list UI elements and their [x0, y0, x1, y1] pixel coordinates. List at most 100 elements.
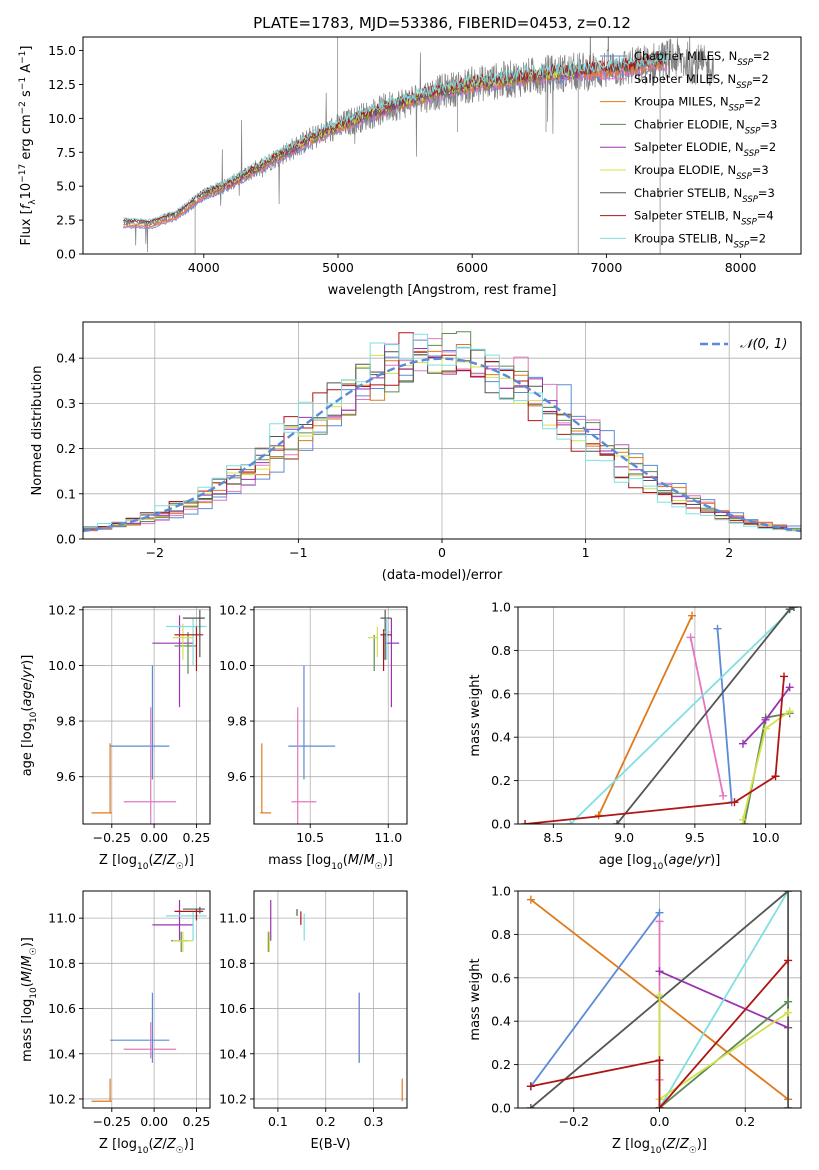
errorbar-point [380, 609, 392, 660]
x-tick-label: 11.0 [374, 830, 402, 845]
errorbar-point [172, 931, 194, 953]
x-axis-label: E(B-V) [310, 1137, 350, 1152]
x-axis-label: age [log10(age/yr)] [599, 853, 721, 872]
grid [518, 606, 801, 825]
weight-marker [785, 707, 794, 716]
y-tick-label: 0.2 [491, 773, 511, 788]
weight-marker [738, 739, 747, 748]
axes-frame [253, 606, 408, 825]
errorbar-point [367, 626, 378, 658]
errorbar-point [380, 629, 392, 671]
weight-marker [526, 1104, 535, 1108]
y-tick-label: 10.8 [48, 956, 76, 971]
plot-area [122, 37, 714, 254]
y-tick-label: 10.2 [219, 602, 247, 617]
errorbar-point [385, 618, 400, 708]
y-tick-label: 7.5 [56, 145, 76, 160]
weight-marker [566, 820, 575, 824]
weight-marker [521, 820, 530, 824]
plot-area [91, 900, 207, 1102]
y-tick-label: 0.4 [491, 730, 511, 745]
axes-frame [517, 890, 802, 1109]
observed-spectrum-line [123, 37, 714, 254]
axes-frame [517, 606, 802, 825]
y-axis-label: mass [log10(M/M☉)] [20, 937, 39, 1062]
weight-marker [526, 1082, 535, 1091]
x-axis-label: Z [log10(Z/Z☉)] [99, 1137, 194, 1156]
weight-series-line [526, 891, 793, 1108]
y-tick-label: 0.4 [56, 351, 76, 366]
y-tick-label: 0.8 [491, 927, 511, 942]
weight-series-line [686, 633, 728, 800]
weight-series-line [738, 707, 794, 824]
weight-series-line [613, 607, 798, 824]
legend-label: Kroupa MILES, NSSP=2 [634, 95, 761, 114]
legend-label: Chabrier STELIB, NSSP=3 [634, 186, 775, 205]
y-tick-label: 0.8 [491, 643, 511, 658]
x-axis-label: (data-model)/error [382, 568, 503, 583]
model-spectrum-line [203, 66, 580, 198]
y-tick-label: 10.2 [48, 1091, 76, 1106]
errorbar-point [288, 665, 336, 780]
gaussian-curve [83, 357, 801, 533]
weight-marker [789, 607, 798, 611]
weight-series-line [655, 993, 793, 1108]
weight-marker [761, 724, 770, 733]
y-tick-label: 0.0 [56, 247, 76, 262]
histogram-step-line [83, 333, 801, 532]
x-tick-label: 1 [582, 545, 590, 560]
weight-marker [655, 967, 664, 976]
plot-area [260, 609, 400, 824]
y-tick-label: 10.2 [48, 602, 76, 617]
y-tick-label: 0.6 [491, 970, 511, 985]
y-tick-label: 0.3 [56, 396, 76, 411]
errorbar-point [110, 992, 170, 1063]
weight-marker [730, 798, 739, 807]
y-tick-label: 10.8 [219, 956, 247, 971]
weight-marker [688, 611, 697, 620]
axes-frame [253, 890, 408, 1109]
weight-marker [740, 820, 749, 824]
weight-marker [719, 791, 728, 800]
histogram-step-line [83, 349, 801, 532]
errorbar-point [383, 618, 390, 660]
plot-area [83, 331, 801, 533]
weight-marker [784, 1008, 793, 1017]
x-axis-label: Z [log10(Z/Z☉)] [99, 853, 194, 872]
x-tick-label: −1 [289, 545, 307, 560]
histogram-step-line [83, 343, 801, 531]
errorbar-point [165, 911, 207, 941]
weight-series-line [713, 624, 736, 807]
y-tick-label: 10.6 [219, 1001, 247, 1016]
axes-frame [82, 36, 802, 255]
x-tick-label: 10.5 [296, 830, 324, 845]
x-tick-label: −0.25 [93, 1114, 131, 1129]
weight-marker [738, 815, 747, 824]
y-tick-label: 0.2 [56, 441, 76, 456]
legend-label: Chabrier MILES, NSSP=2 [634, 49, 770, 68]
spectrum-panel: 4000 5000 6000 7000 8000 0.0 2.5 5.0 7.5 10.0 12.5… [18, 14, 802, 298]
y-axis-label: Flux [fλ10−17 erg cm−2 s−1 A−1] [18, 46, 38, 246]
weight-marker [771, 772, 780, 781]
residual-histogram-panel: −2 −1 0 1 2 0.0 0.1 0.2 0.3 0.4 𝒩(0, 1) (data-model… [30, 321, 802, 583]
legend-label: Salpeter STELIB, NSSP=4 [634, 209, 774, 228]
errorbar-point [174, 909, 204, 921]
y-tick-label: 10.2 [219, 1091, 247, 1106]
y-axis-label: age [log10(age/yr)] [20, 655, 39, 777]
weight-marker [785, 683, 794, 692]
y-tick-label: 10.0 [48, 658, 76, 673]
x-tick-label: 0.25 [183, 830, 211, 845]
errorbar-point [182, 906, 205, 914]
y-tick-label: 0.2 [491, 1057, 511, 1072]
legend-label: Kroupa STELIB, NSSP=2 [634, 231, 766, 250]
x-tick-label: 5000 [322, 260, 354, 275]
errorbar-point [91, 1078, 112, 1102]
y-axis-label: mass weight [468, 674, 483, 756]
plot-area [526, 891, 793, 1108]
spectrum-legend: Chabrier MILES, NSSP=2 Salpeter MILES, NS… [600, 49, 777, 250]
axes-frame [82, 321, 802, 540]
y-axis-label: mass weight [468, 958, 483, 1040]
weight-marker [713, 624, 722, 633]
axes-frame [82, 890, 211, 1109]
metallicity-mass-panel: −0.25 0.00 0.25 10.2 10.4 10.6 10.8 11.0 Z [log1… [20, 890, 211, 1156]
